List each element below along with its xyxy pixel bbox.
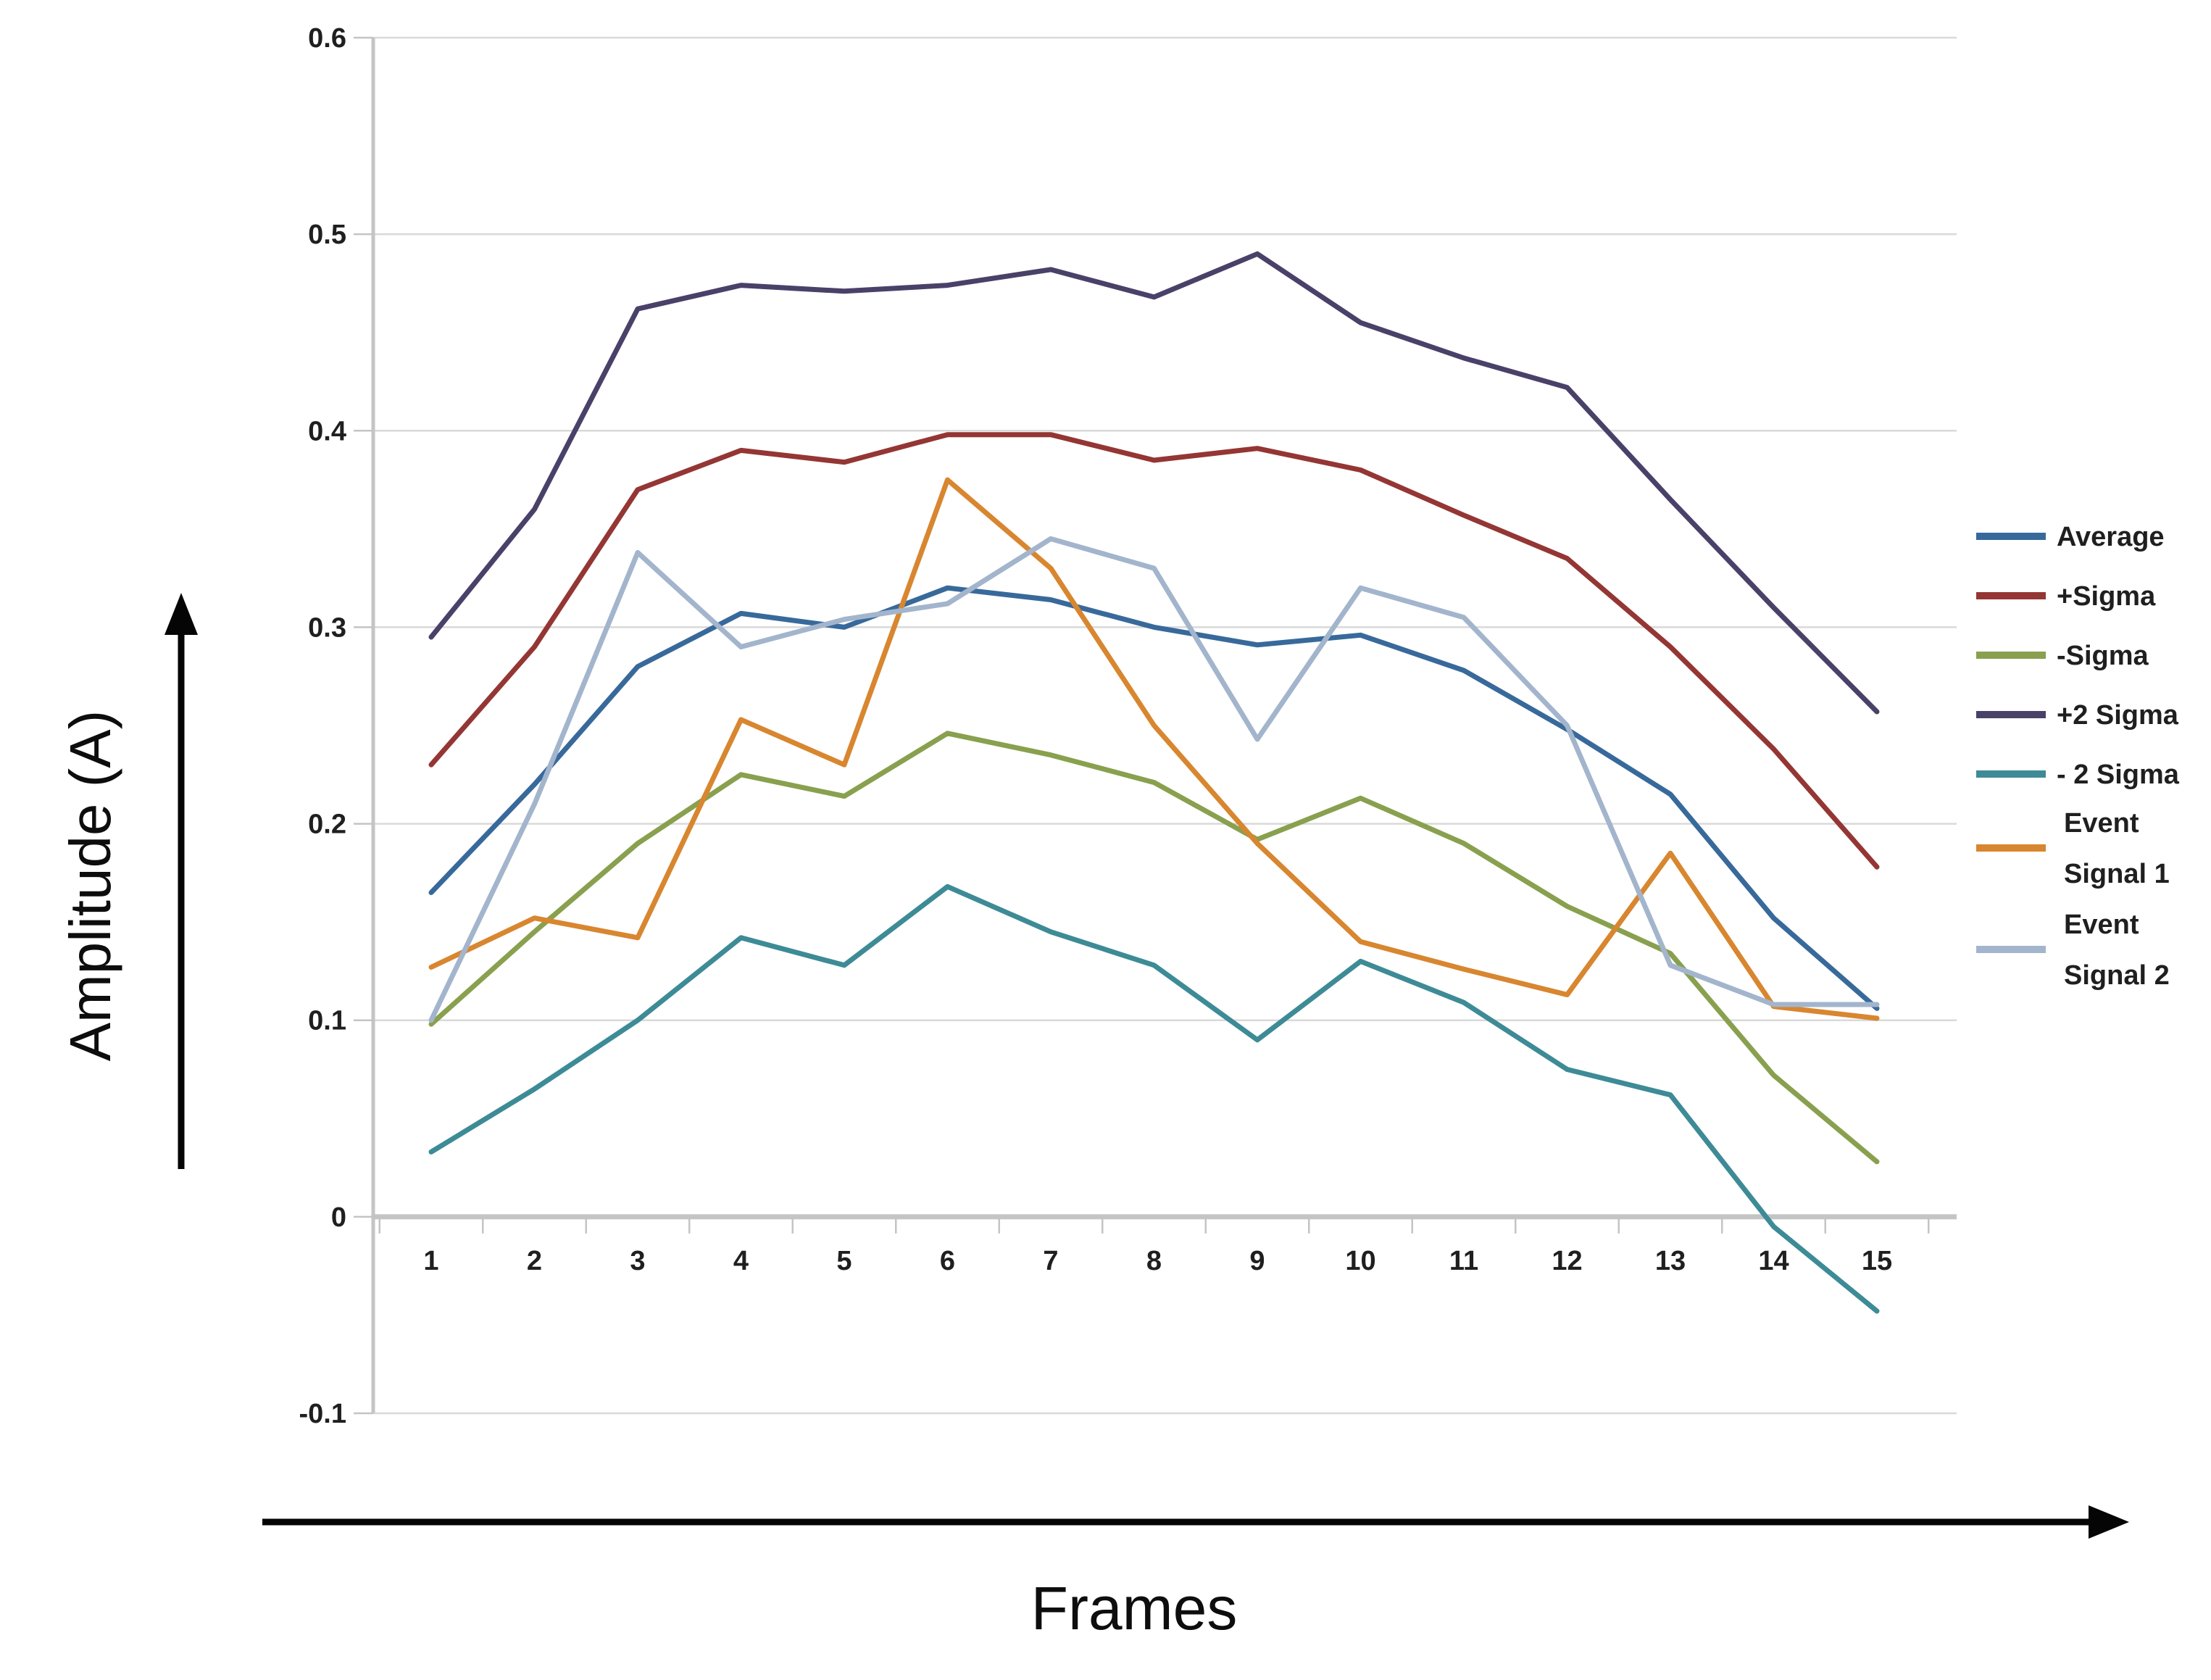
x-tick-label: 14 — [1758, 1246, 1789, 1276]
legend-item-2-sigma: +2 Sigma — [1976, 700, 2179, 731]
frames-arrow-head — [2089, 1505, 2129, 1539]
legend-item-average: Average — [1976, 522, 2165, 552]
series-line-event-signal-1 — [428, 477, 1880, 1021]
x-tick-label: 8 — [1146, 1246, 1162, 1276]
x-tick-label: 10 — [1345, 1246, 1375, 1276]
y-tick-label: -0.1 — [299, 1399, 346, 1429]
legend-item-sigma: +Sigma — [1976, 581, 2156, 612]
legend-item-event-signal-2: Event Signal 2 — [1976, 910, 2170, 991]
x-tick-label: 13 — [1655, 1246, 1686, 1276]
y-tick-label: 0 — [331, 1202, 346, 1233]
x-tick-label: 7 — [1043, 1246, 1058, 1276]
legend-label: Average — [2057, 522, 2165, 552]
amplitude-arrow-head — [165, 593, 198, 635]
x-axis-title: Frames — [1031, 1574, 1238, 1642]
y-tick-label: 0.5 — [308, 220, 346, 250]
legend-label: -Sigma — [2057, 641, 2149, 671]
series-line-sigma — [428, 731, 1880, 1165]
legend-label: Event Signal 1 — [2064, 808, 2170, 889]
x-tick-label: 4 — [733, 1246, 749, 1276]
x-tick-label: 6 — [940, 1246, 955, 1276]
series-line-average — [428, 585, 1880, 1011]
legend-label: +Sigma — [2057, 581, 2156, 612]
legend-item-event-signal-1: Event Signal 1 — [1976, 808, 2170, 889]
series-line-2-sigma — [428, 251, 1880, 715]
y-tick-label: 0.6 — [308, 23, 346, 54]
label-layer: 0.60.50.40.30.20.10-0.11 2 3 4 5 6 7 8 9 10 11 12 13… — [299, 23, 1893, 1429]
legend-label: Event Signal 2 — [2064, 910, 2170, 991]
x-tick-label: 15 — [1862, 1246, 1892, 1276]
y-axis-title: Amplitude (A) — [58, 710, 122, 1062]
series-line-2-sigma — [428, 883, 1880, 1314]
y-tick-label: 0.1 — [308, 1006, 346, 1036]
y-tick-label: 0.4 — [308, 416, 346, 446]
x-tick-label: 2 — [527, 1246, 542, 1276]
x-tick-label: 12 — [1552, 1246, 1582, 1276]
y-tick-label: 0.2 — [308, 810, 346, 840]
x-tick-label: 3 — [630, 1246, 645, 1276]
arrow-layer — [165, 593, 2129, 1539]
series-line-sigma — [428, 432, 1880, 870]
y-tick-label: 0.3 — [308, 612, 346, 643]
x-tick-label: 1 — [423, 1246, 438, 1276]
x-tick-label: 9 — [1249, 1246, 1265, 1276]
x-tick-label: 11 — [1449, 1246, 1478, 1276]
legend-label: - 2 Sigma — [2057, 760, 2180, 790]
legend-item-2-sigma: - 2 Sigma — [1976, 760, 2180, 790]
series-layer — [428, 251, 1880, 1314]
legend: Average +Sigma -Sigma +2 Sigma - 2 Sigma Even… — [1976, 522, 2180, 991]
legend-label: +2 Sigma — [2057, 700, 2179, 731]
legend-item-sigma: -Sigma — [1976, 641, 2149, 671]
x-tick-label: 5 — [836, 1246, 851, 1276]
series-line-event-signal-2 — [428, 536, 1880, 1023]
